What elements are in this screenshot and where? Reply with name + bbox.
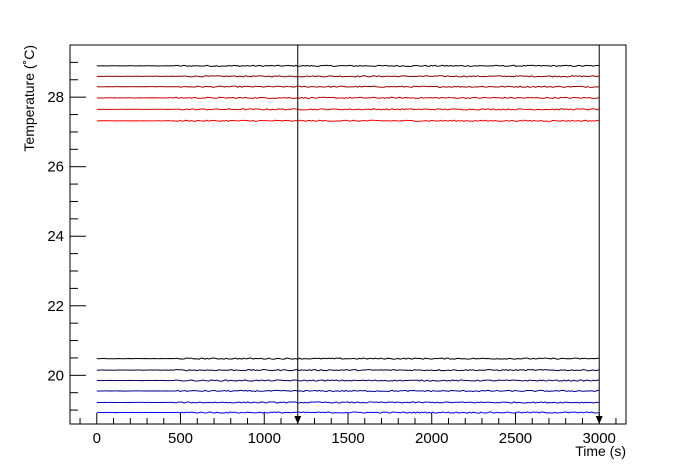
series-line-7	[96, 357, 600, 360]
marker-layer	[294, 45, 603, 424]
y-tick-label: 28	[47, 89, 64, 106]
x-axis-title: Time (s)	[575, 443, 626, 459]
x-tick-label: 1000	[248, 430, 281, 447]
x-tick-label: 2000	[415, 430, 448, 447]
x-axis-ticks: 0 500 1000 1500 2000 2500 3000	[79, 413, 617, 447]
x-tick-label: 1500	[331, 430, 364, 447]
y-axis-title: Temperature (˚C)	[21, 45, 37, 152]
series-line-12	[96, 411, 600, 414]
series-line-4	[96, 96, 600, 99]
x-tick-label: 2500	[499, 430, 532, 447]
y-tick-label: 24	[47, 228, 64, 245]
y-tick-label: 22	[47, 298, 64, 315]
y-tick-label: 20	[47, 367, 64, 384]
plot-frame	[69, 44, 627, 425]
series-layer	[96, 64, 600, 414]
series-line-6	[96, 119, 600, 122]
series-line-8	[96, 368, 600, 372]
series-line-2	[96, 75, 600, 78]
series-line-11	[96, 401, 600, 404]
y-tick-label: 26	[47, 159, 64, 176]
series-line-9	[96, 379, 600, 382]
series-line-3	[96, 85, 600, 88]
series-line-5	[96, 108, 600, 111]
x-tick-label: 0	[93, 430, 101, 447]
x-tick-label: 500	[168, 430, 193, 447]
series-line-1	[96, 64, 600, 67]
y-axis-ticks: 20 22 24 26 28	[47, 61, 86, 411]
x-tick-label: 3000	[583, 430, 616, 447]
series-line-10	[96, 389, 600, 393]
